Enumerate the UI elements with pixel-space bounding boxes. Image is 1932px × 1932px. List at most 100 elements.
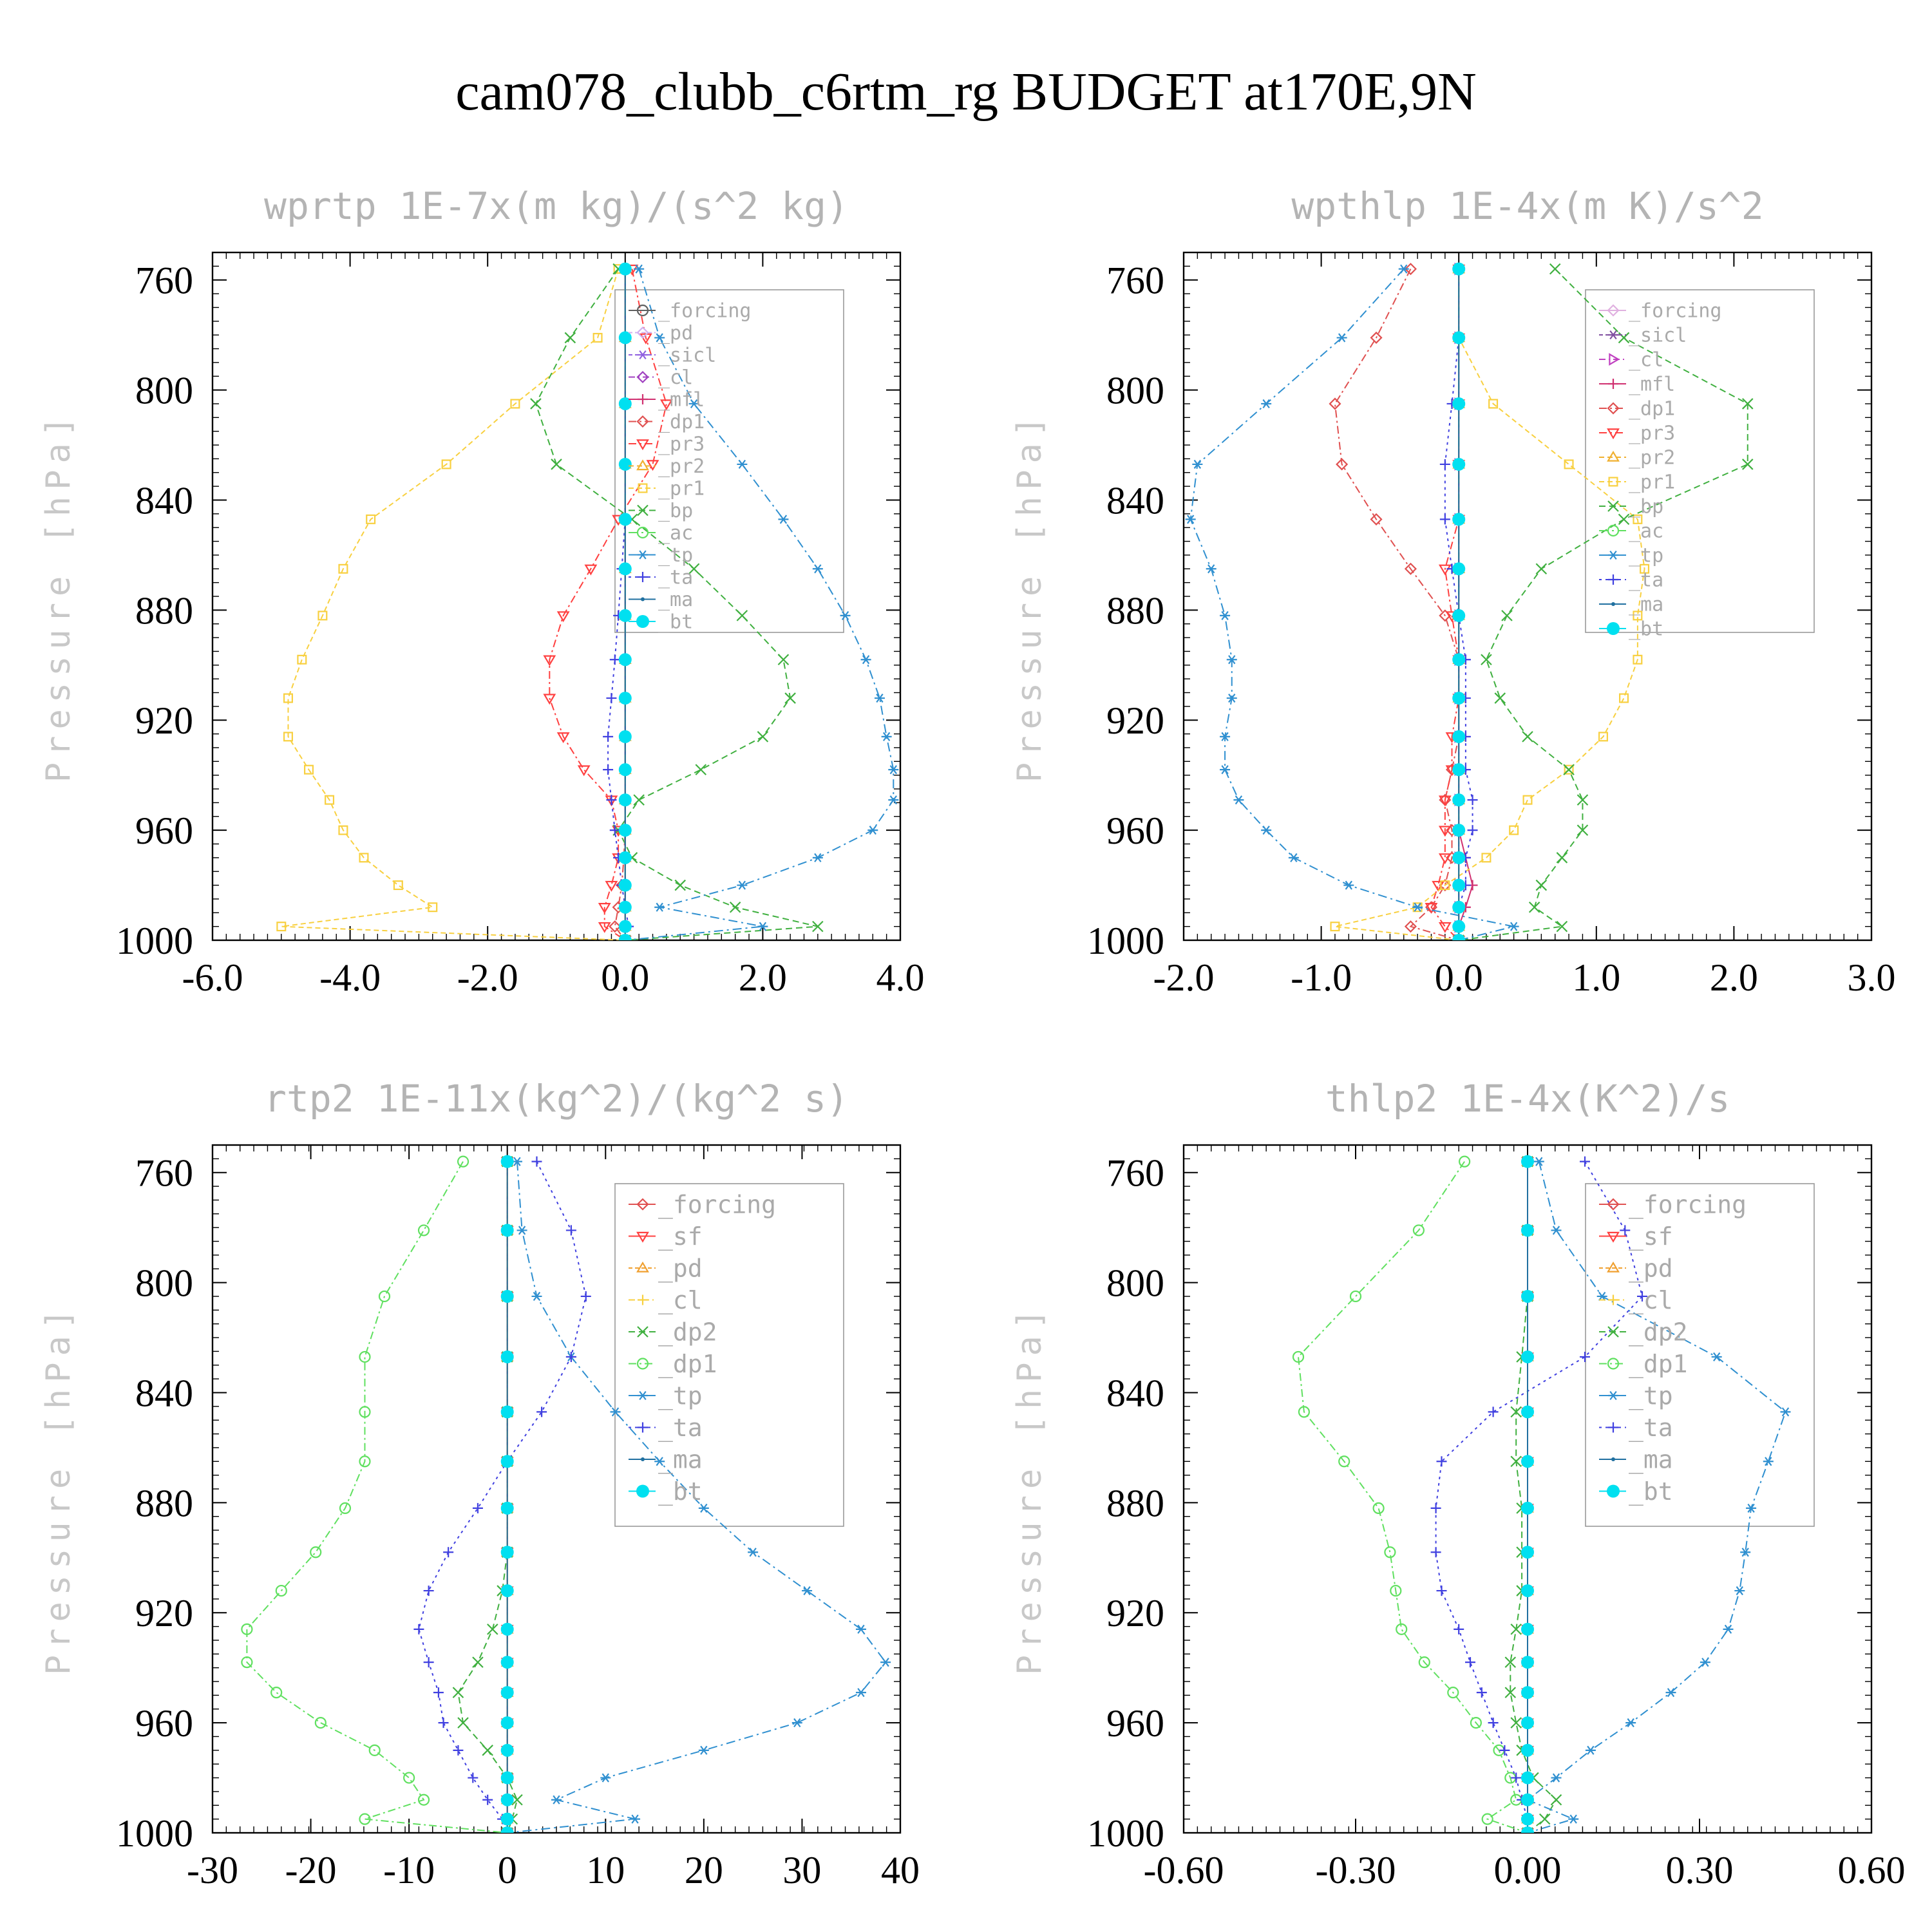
data-point (580, 1291, 591, 1302)
data-point (860, 655, 871, 665)
data-point (314, 1717, 327, 1729)
data-point (888, 765, 899, 775)
data-point (1465, 1657, 1475, 1668)
data-point (516, 1226, 527, 1235)
legend-label: _ma (658, 589, 693, 611)
data-point (1220, 611, 1231, 620)
data-point (1521, 1584, 1534, 1598)
data-point (441, 459, 451, 469)
legend-label: _mfl (658, 389, 705, 412)
y-tick-label: 880 (135, 1482, 193, 1524)
data-point (1528, 901, 1540, 913)
data-point (500, 1686, 514, 1700)
x-tick-label: 40 (881, 1849, 920, 1891)
data-point (565, 1351, 576, 1362)
y-axis-label: Pressure [hPa] (1010, 1303, 1049, 1675)
data-point (423, 1586, 434, 1596)
y-tick-label: 880 (135, 589, 193, 632)
data-point (1452, 262, 1466, 276)
data-point (1564, 459, 1574, 469)
data-point (1488, 1718, 1499, 1728)
data-point (1521, 1289, 1534, 1303)
data-point (654, 902, 665, 912)
data-point (1447, 1687, 1459, 1699)
y-tick-label: 800 (1106, 370, 1164, 412)
panel-title: thlp2 1E-4x(K^2)/s (1325, 1077, 1730, 1121)
data-point (1511, 1772, 1522, 1783)
data-point (1488, 1406, 1499, 1417)
data-point (241, 1623, 253, 1635)
data-point (1452, 562, 1466, 576)
data-point (1746, 1503, 1757, 1513)
data-point (1370, 331, 1383, 344)
data-point (1438, 826, 1452, 837)
budget-panel: wprtp 1E-7x(m kg)/(s^2 kg) Pressure [hPa]… (39, 184, 925, 999)
data-point (1741, 459, 1754, 470)
legend-label: _ta (1629, 569, 1663, 592)
legend-marker (1608, 1422, 1618, 1433)
x-tick-label: -0.60 (1144, 1849, 1224, 1891)
data-point (1640, 564, 1650, 574)
legend-label: _ta (1629, 1414, 1673, 1443)
y-tick-label: 1000 (116, 920, 193, 962)
x-tick-label: -10 (383, 1849, 435, 1891)
data-point (1404, 263, 1417, 276)
legend-marker (636, 1198, 649, 1211)
data-point (511, 1794, 523, 1806)
data-point (359, 1455, 371, 1468)
data-point (428, 902, 438, 913)
data-point (283, 693, 293, 703)
legend-marker (1608, 574, 1618, 585)
data-point (1372, 1502, 1385, 1515)
data-point (1438, 795, 1452, 807)
data-point (1504, 1656, 1517, 1668)
legend-marker (1607, 500, 1619, 512)
legend-marker (1607, 1198, 1620, 1211)
series-line (1189, 268, 1514, 940)
legend-marker (1607, 1484, 1620, 1498)
series-line (457, 1161, 518, 1833)
legend-label: _ma (1629, 594, 1663, 616)
legend-label: _tp (658, 1381, 703, 1410)
figure-title: cam078_clubb_c6rtm_rg BUDGET at170E,9N (455, 62, 1477, 122)
data-point (1439, 514, 1450, 525)
data-point (1404, 920, 1417, 933)
data-point (500, 1584, 514, 1598)
y-axis-label: Pressure [hPa] (1010, 410, 1049, 782)
data-point (1467, 795, 1478, 806)
data-point (609, 920, 621, 933)
y-axis-label: Pressure [hPa] (39, 1303, 78, 1675)
data-point (1521, 1155, 1534, 1168)
data-point (1510, 1624, 1522, 1635)
data-point (1452, 900, 1466, 914)
data-point (1292, 1350, 1305, 1363)
data-point (618, 692, 632, 705)
data-point (606, 795, 617, 806)
legend-marker (1607, 622, 1620, 635)
data-point (598, 903, 611, 914)
y-tick-label: 920 (135, 699, 193, 742)
data-point (1734, 1586, 1745, 1596)
data-point (1521, 1826, 1534, 1833)
data-point (1452, 730, 1466, 743)
data-point (1440, 880, 1450, 891)
data-point (453, 1745, 464, 1756)
data-point (1521, 1405, 1534, 1419)
data-point (1452, 763, 1466, 777)
x-tick-label: -0.30 (1316, 1849, 1396, 1891)
data-point (1501, 610, 1513, 621)
data-point (812, 564, 823, 574)
x-tick-label: 2.0 (739, 956, 787, 999)
data-point (551, 1795, 562, 1804)
legend-marker (1607, 428, 1620, 440)
data-point (618, 763, 632, 777)
x-tick-label: -2.0 (1153, 956, 1215, 999)
data-point (1336, 458, 1349, 471)
data-point (551, 459, 562, 470)
data-point (500, 1656, 514, 1669)
x-tick-label: -1.0 (1291, 956, 1352, 999)
data-point (618, 562, 632, 576)
data-point (888, 795, 899, 805)
data-point (1481, 853, 1492, 863)
legend-marker (1607, 304, 1620, 317)
